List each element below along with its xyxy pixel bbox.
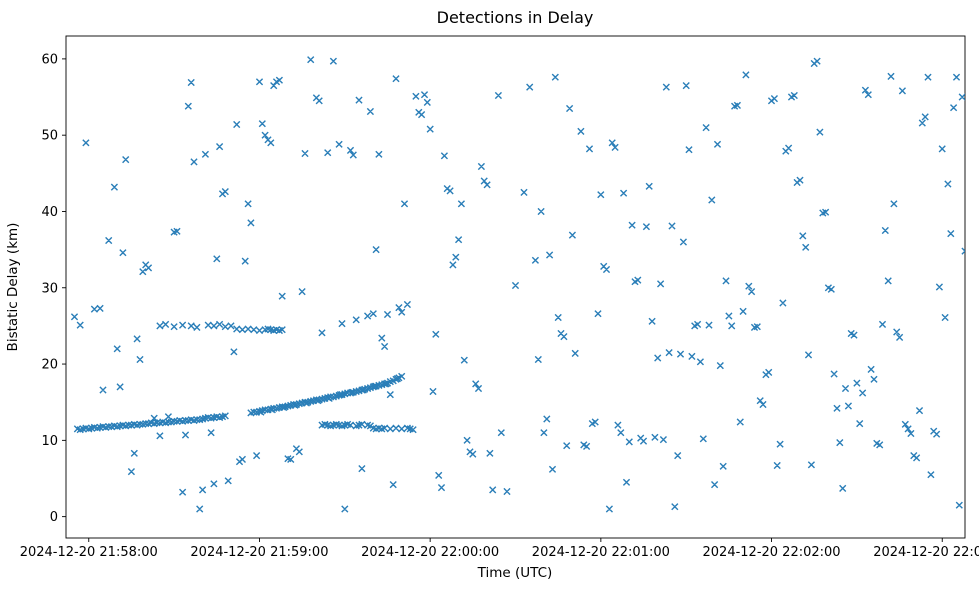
y-tick-label: 20: [41, 358, 58, 373]
marker-layer: [70, 56, 965, 513]
x-tick-label: 2024-12-20 22:00:00: [361, 545, 499, 560]
x-tick-label: 2024-12-20 21:59:00: [190, 545, 328, 560]
y-tick-label: 0: [50, 510, 58, 525]
scatter-points-detections: [70, 56, 965, 513]
y-tick-label: 10: [41, 434, 58, 449]
y-tick-label: 30: [41, 281, 58, 296]
x-tick-label: 2024-12-20 21:58:00: [20, 545, 158, 560]
y-tick-label: 60: [41, 52, 58, 67]
y-axis-label: Bistatic Delay (km): [5, 223, 21, 352]
plot-area-border: [65, 35, 966, 539]
axes-layer: 2024-12-20 21:58:00 2024-12-20 21:59:00 20…: [20, 35, 979, 560]
x-tick-label: 2024-12-20 22:02:00: [703, 545, 841, 560]
chart-title: Detections in Delay: [437, 8, 594, 27]
y-tick-label: 40: [41, 205, 58, 220]
x-axis-label: Time (UTC): [477, 565, 553, 581]
y-tick-label: 50: [41, 129, 58, 144]
x-tick-label: 2024-12-20 22:03:00: [873, 545, 979, 560]
x-tick-label: 2024-12-20 22:01:00: [532, 545, 670, 560]
